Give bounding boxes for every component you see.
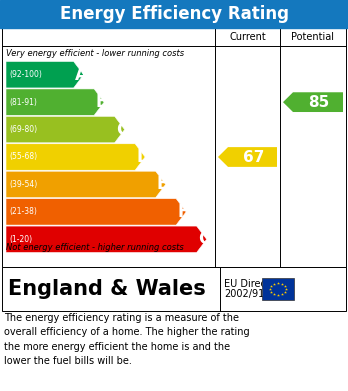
Text: (1-20): (1-20)	[9, 235, 32, 244]
Text: (39-54): (39-54)	[9, 180, 37, 189]
Text: EU Directive: EU Directive	[224, 279, 284, 289]
Text: (55-68): (55-68)	[9, 152, 37, 161]
Polygon shape	[6, 171, 166, 197]
Polygon shape	[6, 144, 145, 170]
Polygon shape	[283, 92, 343, 112]
Text: 85: 85	[308, 95, 330, 109]
Polygon shape	[6, 226, 207, 253]
Text: 2002/91/EC: 2002/91/EC	[224, 289, 280, 299]
Text: F: F	[177, 203, 189, 221]
Text: Potential: Potential	[292, 32, 334, 42]
Text: (92-100): (92-100)	[9, 70, 42, 79]
Text: Energy Efficiency Rating: Energy Efficiency Rating	[60, 5, 288, 23]
Text: England & Wales: England & Wales	[8, 279, 206, 299]
Text: E: E	[157, 176, 168, 194]
Text: C: C	[116, 120, 128, 138]
Text: (21-38): (21-38)	[9, 207, 37, 216]
Text: (69-80): (69-80)	[9, 125, 37, 134]
Polygon shape	[6, 89, 104, 115]
Bar	[2, 28, 346, 267]
Polygon shape	[6, 199, 186, 225]
Bar	[2, 267, 346, 311]
Text: B: B	[95, 93, 108, 111]
Bar	[0, 267, 348, 391]
Text: Not energy efficient - higher running costs: Not energy efficient - higher running co…	[6, 243, 184, 252]
Polygon shape	[218, 147, 277, 167]
Bar	[0, 0, 348, 28]
Polygon shape	[6, 61, 84, 88]
Text: 67: 67	[243, 149, 264, 165]
Text: Very energy efficient - lower running costs: Very energy efficient - lower running co…	[6, 49, 184, 58]
Bar	[262, 278, 294, 300]
Text: D: D	[136, 148, 150, 166]
Polygon shape	[6, 117, 125, 143]
Text: A: A	[75, 66, 88, 84]
Text: (81-91): (81-91)	[9, 98, 37, 107]
Text: G: G	[198, 230, 211, 248]
Text: The energy efficiency rating is a measure of the
overall efficiency of a home. T: The energy efficiency rating is a measur…	[4, 313, 250, 366]
Bar	[0, 28, 348, 267]
Text: Current: Current	[229, 32, 266, 42]
